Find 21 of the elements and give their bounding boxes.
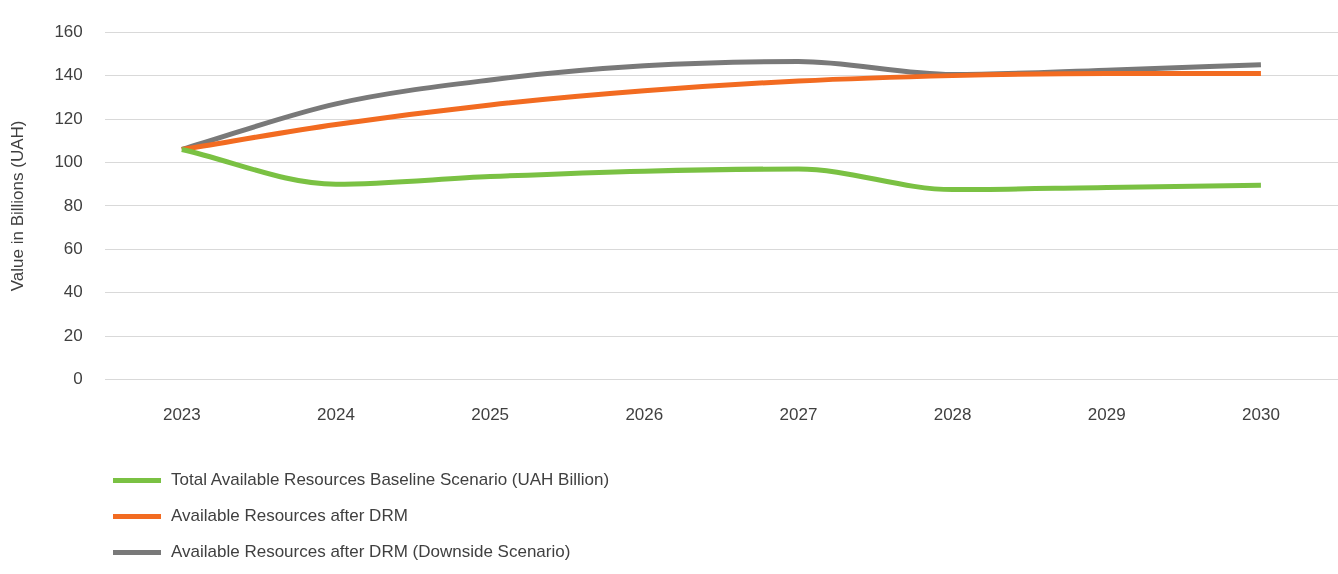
x-tick-label: 2024 — [317, 405, 355, 425]
y-tick-label: 60 — [63, 239, 83, 259]
y-tick-label: 140 — [54, 65, 83, 85]
y-tick-label: 40 — [63, 282, 83, 302]
legend-label: Available Resources after DRM — [171, 506, 408, 526]
y-tick-label: 160 — [54, 21, 83, 41]
x-tick-label: 2023 — [162, 405, 201, 425]
y-tick-label: 120 — [54, 108, 83, 128]
x-tick-label: 2028 — [933, 405, 972, 425]
legend-label: Total Available Resources Baseline Scenario (UAH Billion) — [171, 470, 610, 490]
x-tick-label: 2029 — [1087, 405, 1126, 425]
y-tick-label: 0 — [73, 369, 83, 389]
x-tick-label: 2025 — [471, 405, 510, 425]
x-tick-label: 2027 — [779, 405, 818, 425]
y-axis-title: Value in Billions (UAH) — [7, 120, 27, 292]
y-tick-label: 80 — [63, 195, 83, 215]
y-tick-label: 20 — [63, 325, 83, 345]
x-tick-label: 2026 — [625, 405, 664, 425]
legend-label: Available Resources after DRM (Downside Scenario) — [171, 542, 571, 562]
y-tick-label: 100 — [54, 152, 83, 172]
x-tick-label: 2030 — [1242, 405, 1280, 425]
